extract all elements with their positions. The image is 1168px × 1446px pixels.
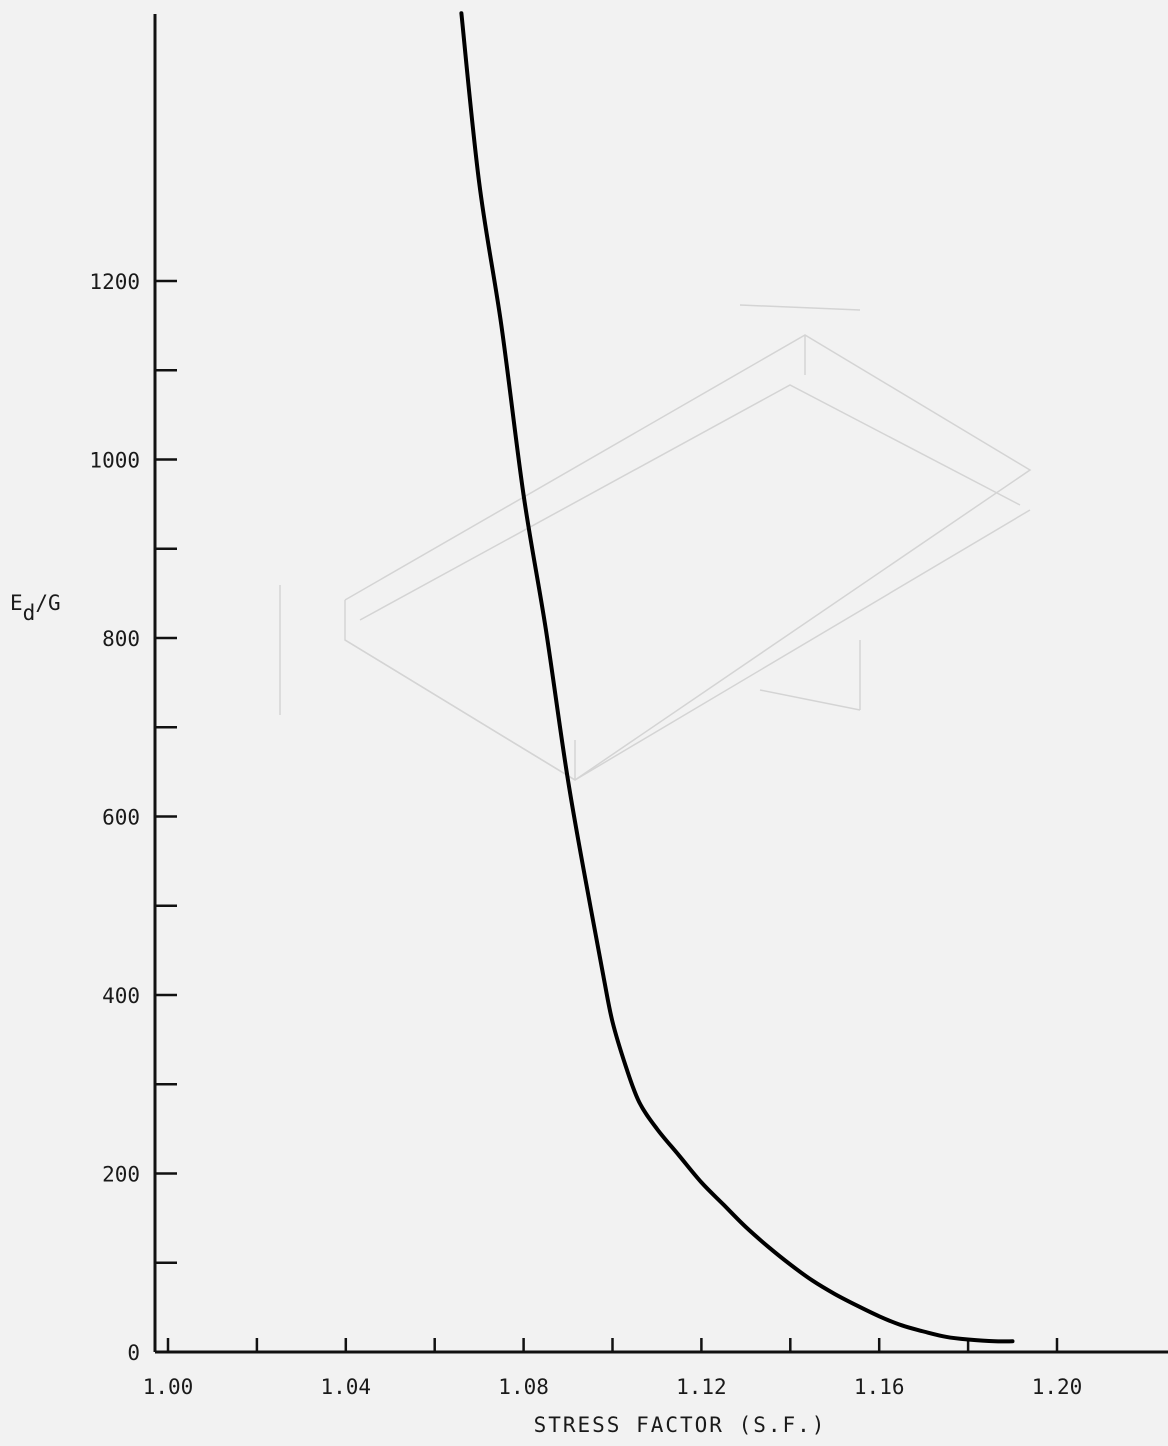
y-tick-label: 1200 xyxy=(89,270,140,294)
x-axis-title: STRESS FACTOR (S.F.) xyxy=(534,1413,827,1437)
y-tick-label: 200 xyxy=(102,1163,140,1187)
x-axis-ticks xyxy=(166,1338,1059,1352)
x-tick-label: 1.00 xyxy=(143,1375,194,1399)
y-tick-label: 800 xyxy=(102,627,140,651)
y-axis-title-rest: /G xyxy=(35,591,60,615)
x-tick-label: 1.04 xyxy=(321,1375,372,1399)
y-tick-label: 0 xyxy=(127,1341,140,1365)
series-line-ed-g-vs-stress-factor xyxy=(459,11,1015,1344)
x-axis-tick-labels: 1.00 1.04 1.08 1.12 1.16 1.20 xyxy=(143,1375,1083,1399)
x-tick-label: 1.12 xyxy=(676,1375,727,1399)
y-tick-label: 400 xyxy=(102,984,140,1008)
y-axis-tick-labels: 0 200 400 600 800 1000 1200 xyxy=(89,270,140,1365)
x-tick-label: 1.20 xyxy=(1032,1375,1083,1399)
background-bleedthrough-sketch xyxy=(279,304,1032,781)
y-tick-label: 600 xyxy=(102,806,140,830)
y-axis-title: Ed/G xyxy=(10,591,61,625)
x-tick-label: 1.16 xyxy=(854,1375,905,1399)
y-axis-title-main: E xyxy=(10,591,23,615)
y-axis-title-subscript: d xyxy=(23,601,36,625)
y-tick-label: 1000 xyxy=(89,449,140,473)
y-axis-ticks xyxy=(155,279,177,1264)
x-tick-label: 1.08 xyxy=(498,1375,549,1399)
